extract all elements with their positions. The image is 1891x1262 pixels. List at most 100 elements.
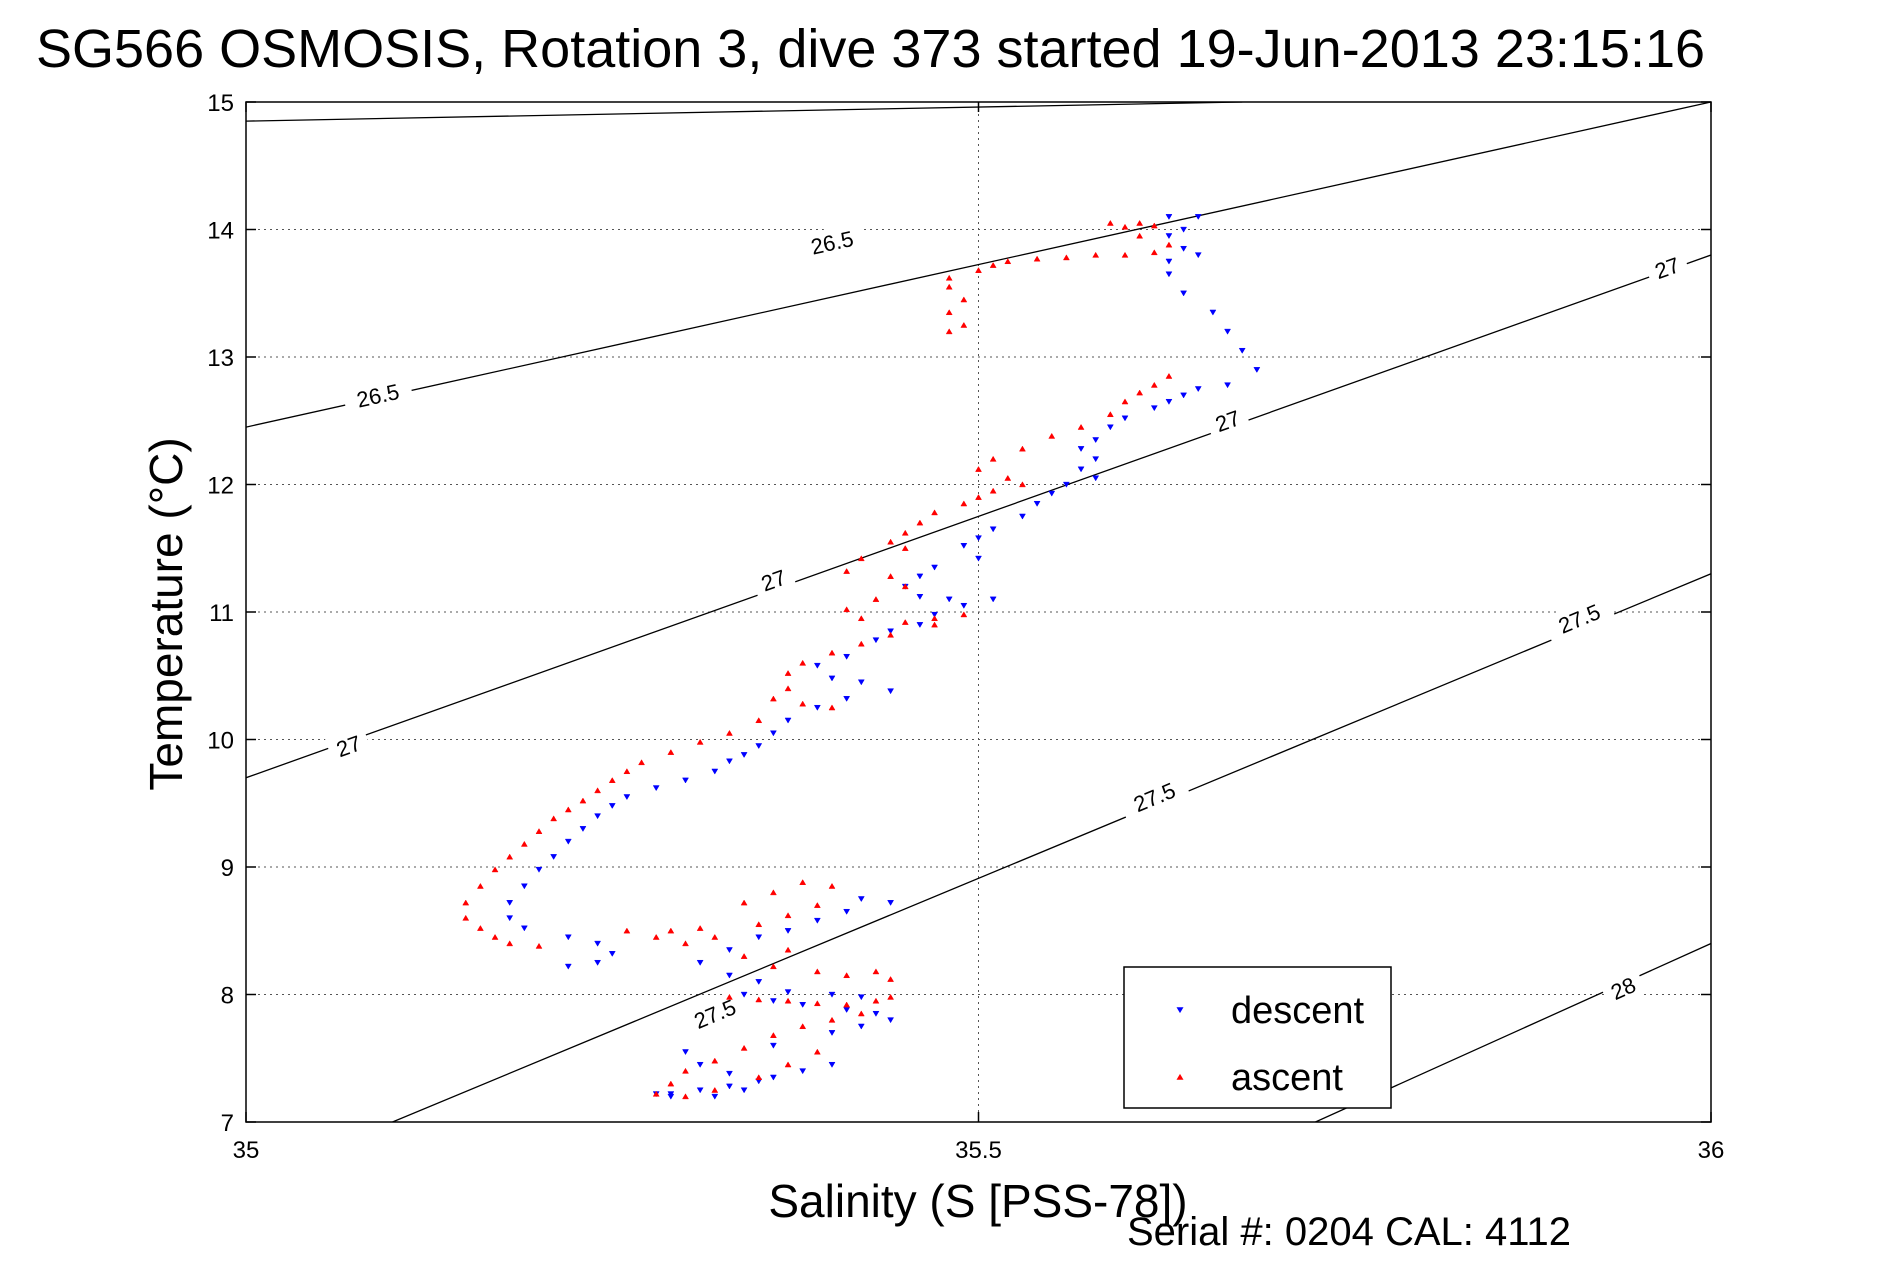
chart-title: SG566 OSMOSIS, Rotation 3, dive 373 star… — [36, 19, 1705, 79]
descent-point — [564, 934, 572, 941]
ascent-point — [1165, 241, 1173, 248]
legend-descent-marker — [1176, 1007, 1184, 1014]
ascent-point — [887, 631, 895, 638]
ascent-point — [960, 611, 968, 618]
ascent-point — [872, 997, 880, 1004]
ascent-point — [711, 1057, 719, 1064]
ascent-point — [476, 882, 484, 889]
descent-point — [975, 535, 982, 542]
ascent-point — [901, 619, 909, 625]
ascent-point — [784, 946, 792, 953]
ascent-point — [945, 274, 953, 281]
descent-point — [960, 602, 968, 609]
ascent-point — [1019, 481, 1026, 488]
ascent-point — [726, 729, 733, 736]
ascent-point — [638, 759, 645, 766]
isopycnal-label-group: 28 — [1599, 967, 1648, 1010]
ascent-point — [623, 927, 631, 934]
descent-point — [579, 826, 587, 832]
ascent-point — [652, 933, 660, 940]
serial-cal-label: Serial #: 0204 CAL: 4112 — [1127, 1210, 1571, 1254]
ascent-point — [682, 940, 689, 947]
ascent-point — [843, 1001, 851, 1008]
isopycnal-label-bg — [1643, 247, 1691, 288]
descent-point — [608, 951, 616, 957]
descent-point — [945, 596, 953, 603]
data-points — [462, 214, 1261, 1100]
ascent-point — [945, 309, 953, 316]
descent-point — [784, 717, 792, 724]
isopycnal-label-group: 27 — [325, 725, 373, 766]
descent-point — [594, 813, 602, 820]
descent-point — [1209, 309, 1217, 316]
descent-point — [696, 1087, 704, 1094]
ascent-point — [667, 927, 675, 934]
ascent-point — [1019, 445, 1026, 452]
ascent-point — [506, 940, 514, 947]
descent-point — [813, 704, 821, 711]
descent-point — [682, 777, 689, 784]
legend-box — [1123, 966, 1392, 1109]
descent-point — [711, 1093, 719, 1100]
ascent-point — [989, 455, 997, 462]
isopycnal-label-bg — [325, 725, 373, 766]
descent-point — [828, 1061, 836, 1068]
descent-point — [872, 637, 880, 644]
descent-point — [843, 653, 851, 660]
ascent-point — [1004, 258, 1012, 265]
descent-point — [726, 947, 733, 954]
descent-point — [975, 555, 982, 562]
ascent-point — [1033, 255, 1041, 262]
y-axis-label: Temperature (°C) — [140, 437, 192, 790]
descent-point — [872, 1010, 880, 1017]
ascent-point — [813, 902, 821, 908]
ascent-point — [682, 1067, 689, 1074]
ascent-point — [594, 787, 602, 794]
descent-point — [931, 611, 938, 618]
descent-point — [652, 785, 660, 792]
ascent-point — [608, 777, 616, 783]
ascent-point — [960, 321, 968, 328]
descent-point — [755, 934, 763, 941]
ascent-point — [960, 500, 968, 507]
ascent-point — [975, 466, 982, 472]
descent-point — [1092, 437, 1100, 444]
descent-point — [1033, 500, 1041, 507]
ascent-point — [491, 866, 499, 873]
descent-point — [1238, 347, 1246, 354]
ascent-point — [740, 899, 748, 906]
ascent-point — [1150, 222, 1158, 229]
descent-point — [755, 743, 763, 750]
descent-point — [887, 1017, 895, 1024]
isopycnal-label-bg — [749, 560, 797, 601]
y-tick-label: 10 — [207, 728, 234, 755]
ascent-point — [667, 1080, 675, 1087]
descent-point — [1062, 481, 1070, 488]
ascent-point — [769, 889, 777, 896]
ascent-point — [945, 283, 953, 290]
y-tick-label: 7 — [221, 1110, 234, 1137]
descent-point — [799, 1068, 807, 1075]
descent-point — [1092, 475, 1100, 482]
ascent-point — [682, 1093, 689, 1100]
ascent-point — [887, 993, 895, 1000]
ascent-point — [843, 606, 851, 613]
ascent-point — [1062, 254, 1070, 261]
ascent-point — [813, 1048, 821, 1055]
ascent-point — [726, 993, 733, 1000]
ascent-point — [535, 942, 543, 949]
descent-point — [843, 908, 851, 915]
y-tick-label: 8 — [221, 983, 234, 1010]
y-tick-label: 12 — [207, 473, 234, 500]
descent-point — [843, 1007, 851, 1013]
descent-point — [1194, 214, 1202, 220]
ascent-point — [579, 797, 587, 804]
legend-descent-label: descent — [1231, 990, 1365, 1032]
ascent-point — [1106, 411, 1114, 418]
descent-point — [1180, 392, 1188, 399]
ascent-point — [755, 1074, 763, 1081]
descent-point — [1165, 214, 1173, 220]
ascent-point — [769, 1032, 777, 1038]
ascent-point — [784, 1061, 792, 1068]
